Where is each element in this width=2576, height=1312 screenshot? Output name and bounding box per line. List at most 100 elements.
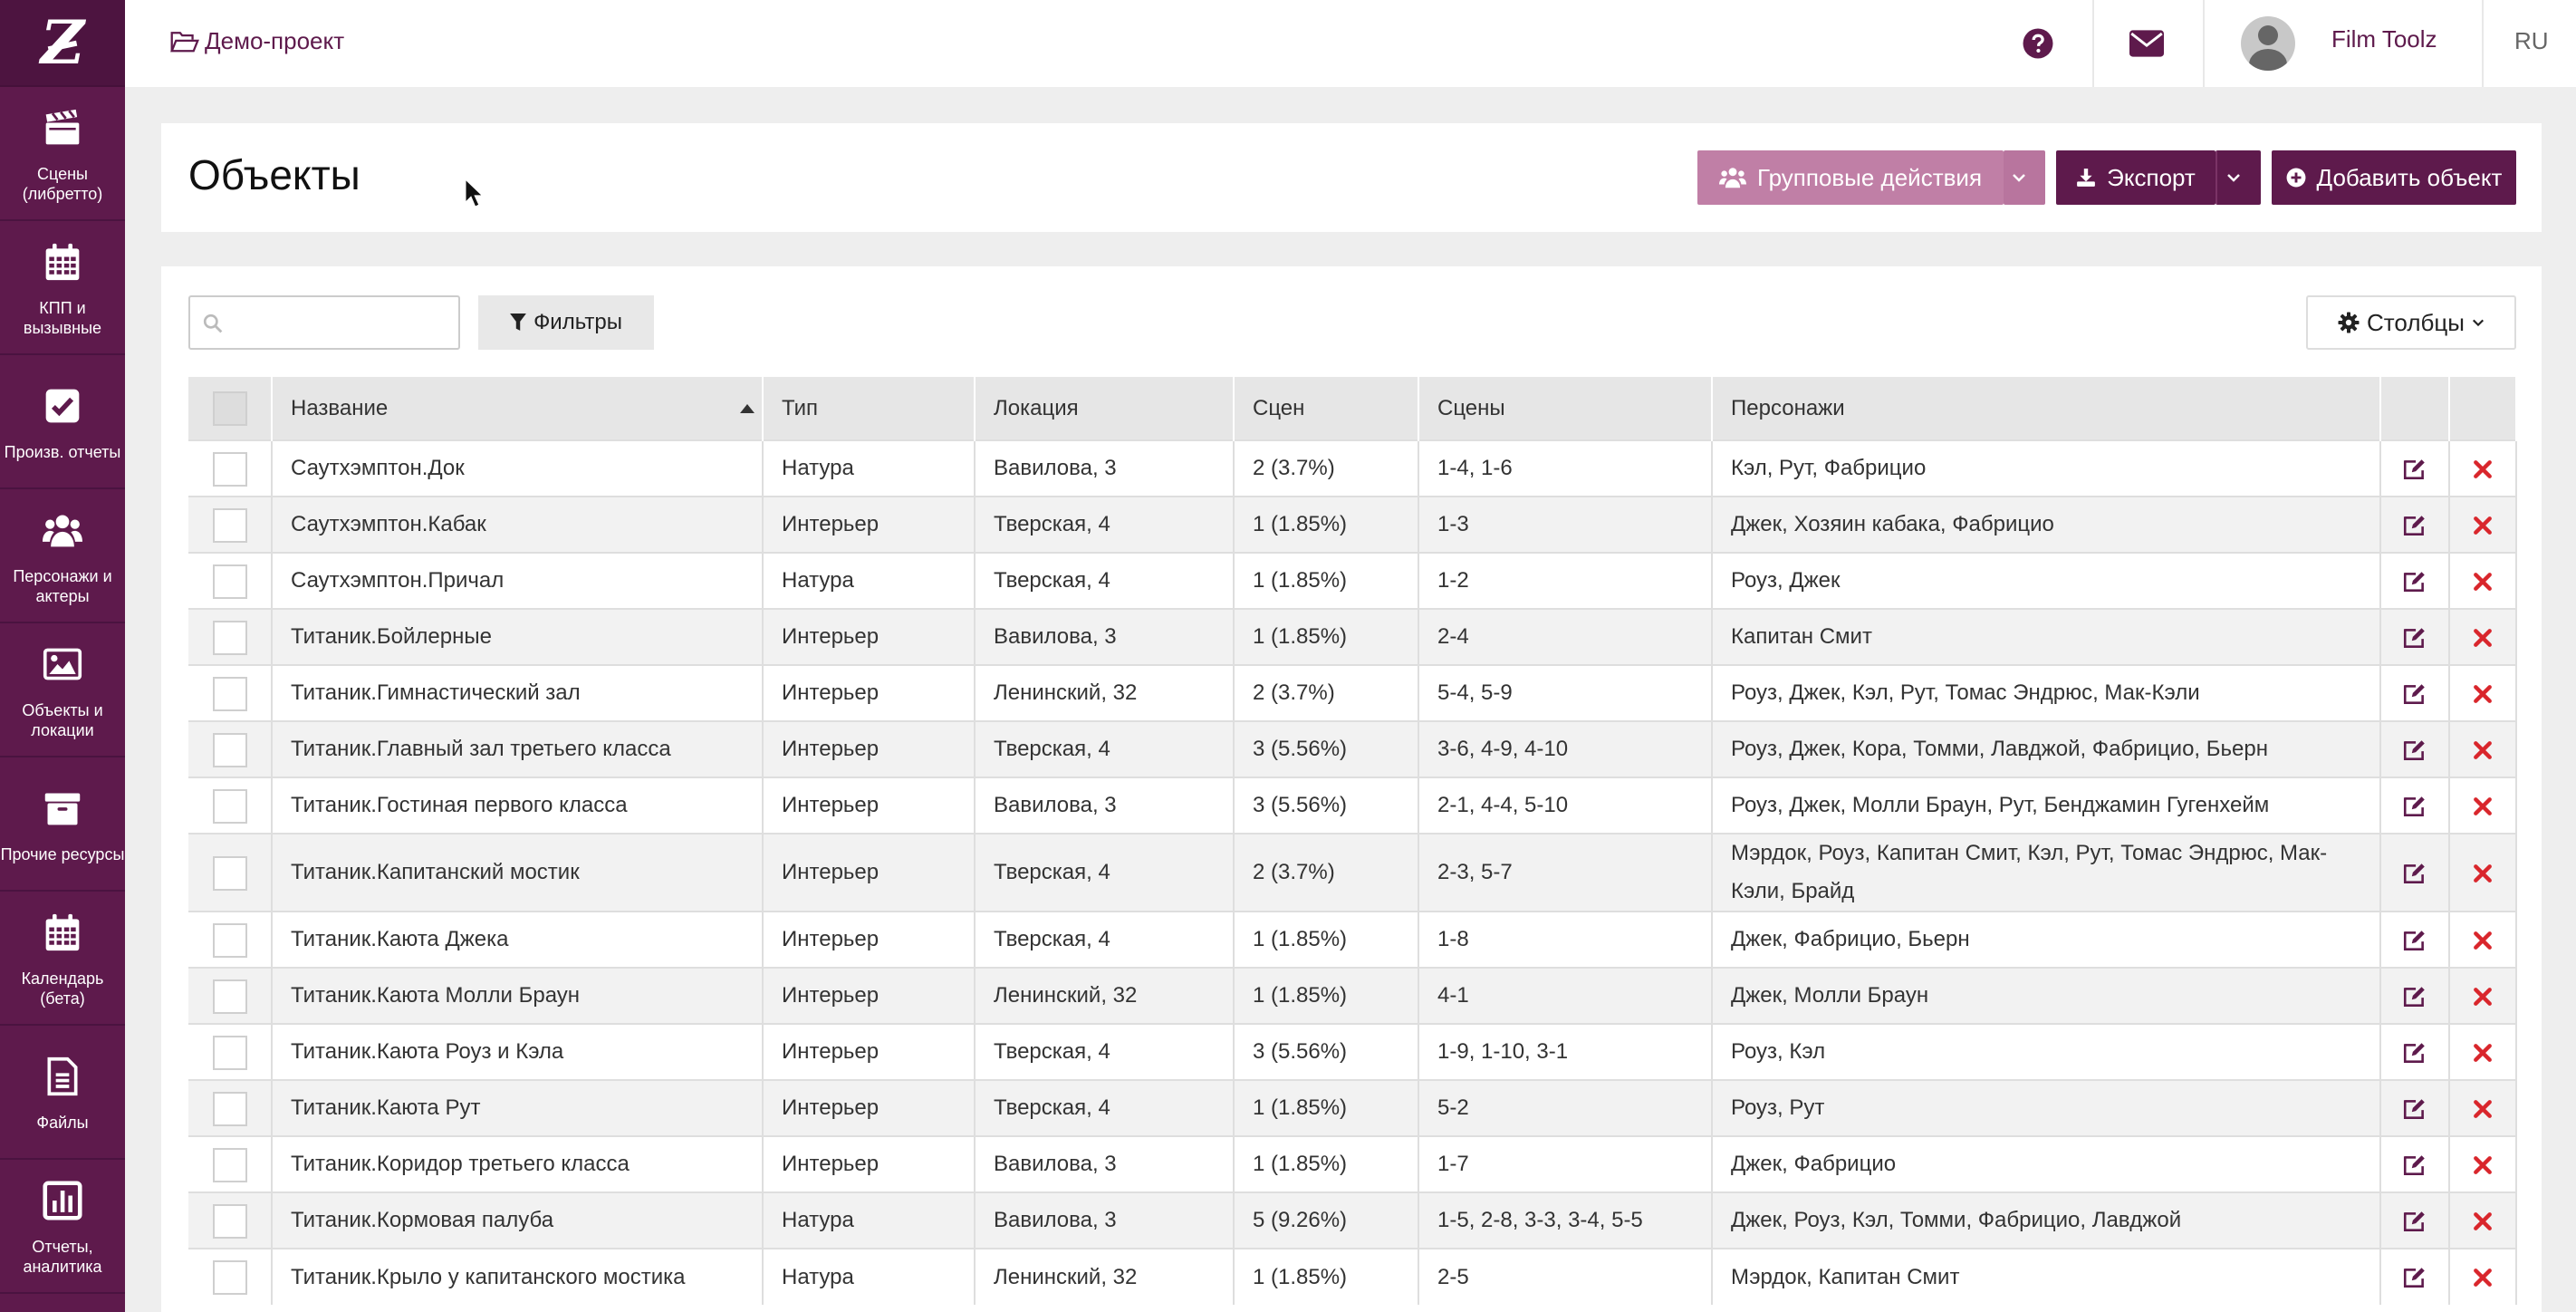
columns-button[interactable]: Столбцы [2306, 295, 2516, 350]
language-switcher[interactable]: RU [2514, 27, 2549, 54]
column-header-location[interactable]: Локация [975, 377, 1235, 440]
column-header-scenes[interactable]: Сцены [1418, 377, 1713, 440]
add-object-button[interactable]: Добавить объект [2272, 150, 2516, 205]
edit-button[interactable] [2380, 664, 2450, 721]
table-row[interactable]: Титаник.Гостиная первого класса Интерьер В… [188, 777, 2517, 834]
delete-button[interactable] [2449, 1191, 2517, 1249]
row-checkbox[interactable] [212, 788, 247, 824]
row-checkbox[interactable] [212, 855, 247, 891]
edit-button[interactable] [2380, 552, 2450, 609]
delete-button[interactable] [2449, 439, 2517, 497]
table-row[interactable]: Титаник.Коридор третьего класса Интерьер В… [188, 1135, 2517, 1192]
sidebar-item-scenes[interactable]: Сцены (либретто) [0, 87, 125, 221]
cell-location: Ленинский, 32 [975, 967, 1235, 1024]
delete-button[interactable] [2449, 1079, 2517, 1136]
delete-button[interactable] [2449, 496, 2517, 553]
edit-button[interactable] [2380, 496, 2450, 553]
delete-button[interactable] [2449, 720, 2517, 777]
edit-button[interactable] [2380, 720, 2450, 777]
delete-button[interactable] [2449, 967, 2517, 1024]
messages-button[interactable] [2110, 0, 2183, 87]
sidebar: Z Сцены (либретто) КПП и вызывные Произв… [0, 0, 125, 1312]
delete-button[interactable] [2449, 664, 2517, 721]
project-link[interactable]: Демо-проект [170, 27, 344, 55]
help-button[interactable] [2004, 0, 2072, 87]
row-checkbox[interactable] [212, 979, 247, 1014]
edit-button[interactable] [2380, 777, 2450, 834]
edit-button[interactable] [2380, 608, 2450, 665]
sidebar-item-analytics[interactable]: Отчеты, аналитика [0, 1160, 125, 1294]
sidebar-item-locations[interactable]: Объекты и локации [0, 623, 125, 757]
row-checkbox[interactable] [212, 451, 247, 487]
sidebar-item-resources[interactable]: Прочие ресурсы [0, 757, 125, 892]
sidebar-item-label: Отчеты, аналитика [23, 1238, 102, 1276]
filters-button[interactable]: Фильтры [478, 295, 654, 350]
table-row[interactable]: Титаник.Каюта Молли Браун Интерьер Ленинск… [188, 967, 2517, 1024]
delete-button[interactable] [2449, 608, 2517, 665]
edit-button[interactable] [2380, 1248, 2450, 1305]
logo[interactable]: Z [0, 0, 125, 87]
edit-button[interactable] [2380, 439, 2450, 497]
row-checkbox[interactable] [212, 507, 247, 543]
edit-icon [2403, 458, 2425, 479]
user-avatar-button[interactable] [2239, 0, 2297, 87]
row-checkbox[interactable] [212, 564, 247, 599]
select-all-checkbox[interactable] [212, 391, 247, 426]
table-row[interactable]: Титаник.Крыло у капитанского мостика Нату… [188, 1248, 2517, 1305]
delete-button[interactable] [2449, 777, 2517, 834]
search-field[interactable] [188, 295, 460, 350]
sidebar-item-calendar[interactable]: Календарь (бета) [0, 892, 125, 1026]
delete-button[interactable] [2449, 1248, 2517, 1305]
table-row[interactable]: Титаник.Кормовая палуба Натура Вавилова, 3… [188, 1191, 2517, 1249]
delete-icon [2474, 987, 2492, 1006]
delete-button[interactable] [2449, 833, 2517, 912]
row-checkbox[interactable] [212, 676, 247, 711]
row-checkbox[interactable] [212, 1091, 247, 1126]
row-checkbox[interactable] [212, 1203, 247, 1239]
table-row[interactable]: Титаник.Гимнастический зал Интерьер Ленинс… [188, 664, 2517, 721]
column-header-scene-count[interactable]: Сцен [1234, 377, 1419, 440]
row-checkbox[interactable] [212, 922, 247, 958]
edit-button[interactable] [2380, 911, 2450, 968]
cell-type: Натура [763, 439, 976, 497]
edit-button[interactable] [2380, 833, 2450, 912]
delete-button[interactable] [2449, 911, 2517, 968]
edit-button[interactable] [2380, 1079, 2450, 1136]
table-row[interactable]: Титаник.Главный зал третьего класса Интер… [188, 720, 2517, 777]
table-row[interactable]: Титаник.Капитанский мостик Интерьер Тверск… [188, 833, 2517, 912]
row-checkbox[interactable] [212, 1147, 247, 1182]
sidebar-item-reports[interactable]: Произв. отчеты [0, 355, 125, 489]
edit-button[interactable] [2380, 1191, 2450, 1249]
delete-button[interactable] [2449, 1135, 2517, 1192]
delete-icon [2474, 572, 2492, 591]
export-dropdown-toggle[interactable] [2216, 150, 2261, 205]
table-row[interactable]: Титаник.Каюта Роуз и Кэла Интерьер Тверска… [188, 1023, 2517, 1080]
edit-button[interactable] [2380, 1135, 2450, 1192]
row-checkbox[interactable] [212, 1260, 247, 1296]
export-button[interactable]: Экспорт [2056, 150, 2216, 205]
delete-button[interactable] [2449, 552, 2517, 609]
delete-button[interactable] [2449, 1023, 2517, 1080]
row-checkbox[interactable] [212, 620, 247, 655]
sidebar-item-characters[interactable]: Персонажи и актеры [0, 489, 125, 623]
group-actions-button[interactable]: Групповые действия [1697, 150, 2004, 205]
sidebar-item-schedule[interactable]: КПП и вызывные [0, 221, 125, 355]
edit-button[interactable] [2380, 967, 2450, 1024]
user-name[interactable]: Film Toolz [2331, 25, 2437, 53]
image-icon [43, 648, 82, 680]
column-header-characters[interactable]: Персонажи [1712, 377, 2381, 440]
column-header-name[interactable]: Название [272, 377, 764, 440]
column-header-type[interactable]: Тип [763, 377, 976, 440]
group-actions-dropdown-toggle[interactable] [2004, 150, 2045, 205]
row-checkbox[interactable] [212, 1035, 247, 1070]
row-checkbox[interactable] [212, 732, 247, 767]
edit-button[interactable] [2380, 1023, 2450, 1080]
cell-type: Интерьер [763, 1135, 976, 1192]
sidebar-item-files[interactable]: Файлы [0, 1026, 125, 1160]
